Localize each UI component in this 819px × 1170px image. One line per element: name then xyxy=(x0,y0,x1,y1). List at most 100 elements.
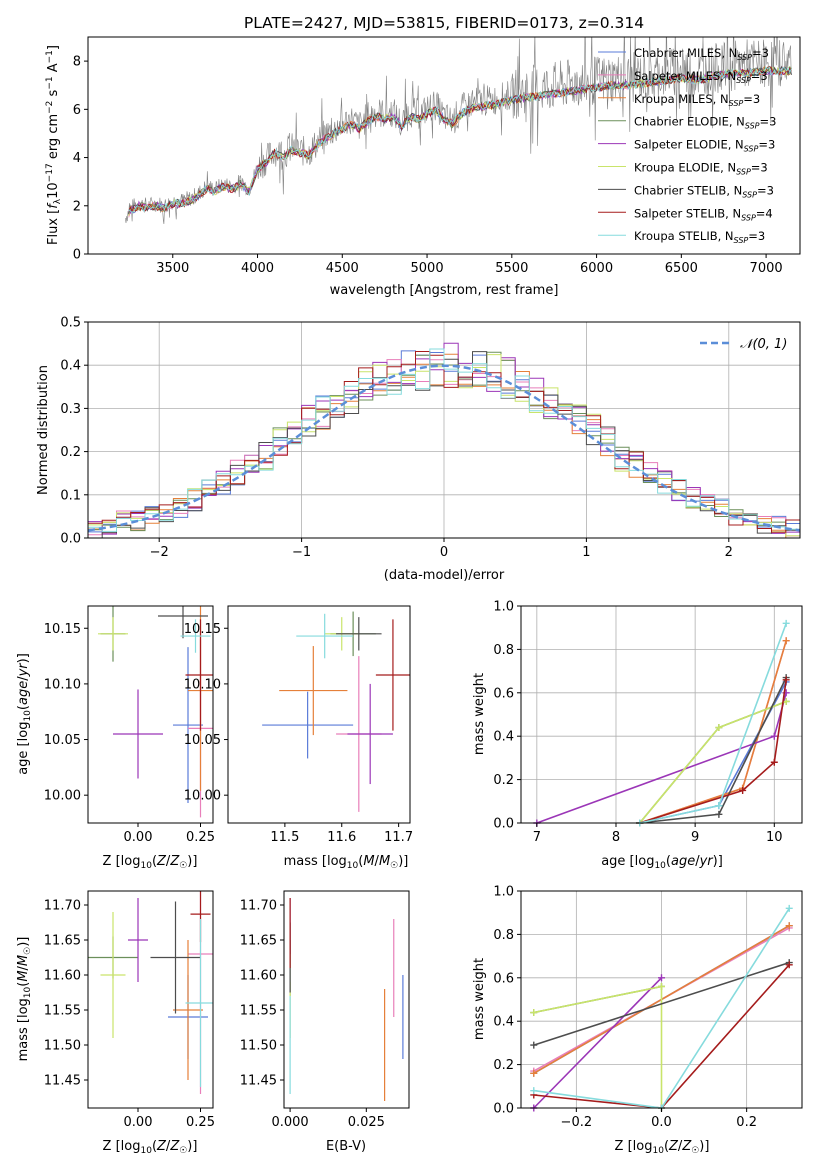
mass-vs-metallicity-xtick-label: 0.00 xyxy=(124,1115,153,1130)
mass-weight-vs-age-xtick-label: 7 xyxy=(533,830,541,845)
mass-weight-vs-metallicity-xlabel: Z [log10(Z/Z☉)] xyxy=(615,1139,710,1156)
mass-vs-metallicity-errorbar xyxy=(150,901,201,1014)
spectrum-axes: 3500 4000 4500 5000 5500 6000 6500 7000 0 2 4 6 8 xyxy=(73,55,783,276)
age-vs-metallicity-xlabel: Z [log10(Z/Z☉)] xyxy=(103,854,198,871)
mass-weight-vs-age-xtick-label: 9 xyxy=(691,830,699,845)
age-vs-mass-panel: 11.5 11.6 11.7 10.00 10.05 10.10 10.15 mass [l… xyxy=(184,605,413,871)
spectrum-frame xyxy=(87,36,801,255)
age-vs-mass-xlabel: mass [log10(M/M☉)] xyxy=(284,854,409,871)
spectrum-xtick-label: 3500 xyxy=(156,261,189,276)
mass-weight-vs-metallicity-marker xyxy=(530,1069,538,1077)
mass-weight-vs-age-xtick-label: 10 xyxy=(766,830,783,845)
residual-histogram xyxy=(88,348,800,532)
residuals-xtick-label: −1 xyxy=(292,545,311,560)
mass-weight-vs-age-marker xyxy=(770,732,778,740)
mass-weight-vs-age-ytick-label: 0.2 xyxy=(493,773,514,788)
mass-vs-metallicity-ytick-label: 11.65 xyxy=(44,934,81,949)
mass-weight-vs-age-panel: 7 8 9 10 0.0 0.2 0.4 0.6 0.8 1.0 age [log10(age/y… xyxy=(472,600,803,871)
mass-vs-metallicity-ytick-label: 11.55 xyxy=(44,1004,81,1019)
mass-weight-vs-age-marker xyxy=(715,802,723,810)
spectrum-legend-label: Chabrier STELIB, NSSP=3 xyxy=(634,183,774,199)
residuals-ylabel: Normed distribution xyxy=(36,365,51,495)
age-vs-metallicity-xtick-label: 0.25 xyxy=(186,830,215,845)
age-vs-mass-axes: 11.5 11.6 11.7 10.00 10.05 10.10 10.15 xyxy=(184,622,413,845)
spectrum-legend-label: Chabrier MILES, NSSP=3 xyxy=(634,46,769,62)
mass-vs-ebv-ytick-label: 11.55 xyxy=(240,1004,277,1019)
mass-weight-vs-metallicity-marker xyxy=(530,1009,538,1017)
mass-vs-ebv-xtick-label: 0.025 xyxy=(348,1115,385,1130)
mass-weight-vs-age-ylabel: mass weight xyxy=(472,673,487,755)
mass-weight-vs-age-ytick-label: 1.0 xyxy=(493,600,514,615)
mass-vs-metallicity-points xyxy=(88,891,213,1094)
mass-weight-vs-age-marker xyxy=(770,758,778,766)
mass-vs-metallicity-ytick-label: 11.70 xyxy=(44,899,81,914)
residuals-ytick-label: 0.0 xyxy=(60,532,81,547)
age-vs-metallicity-errorbar xyxy=(180,619,211,653)
mass-weight-vs-age-ytick-label: 0.8 xyxy=(493,643,514,658)
spectrum-xtick-label: 5000 xyxy=(411,261,444,276)
mass-weight-vs-age-line xyxy=(639,700,787,824)
spectrum-ytick-label: 0 xyxy=(73,248,81,263)
mass-vs-metallicity-errorbar xyxy=(173,940,203,1080)
spectrum-ytick-label: 8 xyxy=(73,55,81,70)
figure-title: PLATE=2427, MJD=53815, FIBERID=0173, z=0… xyxy=(244,14,644,32)
spectrum-legend-label: Kroupa ELODIE, NSSP=3 xyxy=(634,161,768,177)
age-vs-mass-errorbar xyxy=(347,683,393,785)
residuals-xtick-label: −2 xyxy=(150,545,169,560)
mass-vs-metallicity-ytick-label: 11.45 xyxy=(44,1074,81,1089)
mass-weight-vs-age-marker xyxy=(782,619,790,627)
mass-weight-vs-metallicity-line xyxy=(533,985,663,1108)
residuals-xtick-label: 2 xyxy=(725,545,733,560)
residuals-panel: −2 −1 0 1 2 0.0 0.1 0.2 0.3 0.4 0.5 (data-model)/e… xyxy=(36,316,801,583)
mass-vs-ebv-ytick-label: 11.60 xyxy=(240,969,277,984)
mass-vs-metallicity-ytick-label: 11.60 xyxy=(44,969,81,984)
mass-vs-ebv-frame xyxy=(283,890,410,1109)
mass-vs-metallicity-errorbar xyxy=(128,898,148,982)
age-vs-metallicity-ytick-label: 10.05 xyxy=(44,733,81,748)
age-vs-mass-ytick-label: 10.05 xyxy=(184,733,221,748)
age-vs-metallicity-errorbar xyxy=(173,647,203,803)
spectrum-ylabel: Flux [fλ10−17 erg cm−2 s−1 A−1] xyxy=(45,45,63,245)
mass-weight-vs-age-lines xyxy=(533,619,790,827)
age-vs-mass-xtick-label: 11.5 xyxy=(270,830,299,845)
mass-weight-vs-age-marker xyxy=(739,786,747,794)
mass-vs-metallicity-frame xyxy=(87,890,214,1109)
age-vs-metallicity-points xyxy=(98,606,213,818)
age-vs-mass-ytick-label: 10.00 xyxy=(184,789,221,804)
residuals-ytick-label: 0.5 xyxy=(60,316,81,331)
spectrum-xtick-label: 4000 xyxy=(241,261,274,276)
mass-weight-vs-age-marker xyxy=(782,637,790,645)
mass-weight-vs-metallicity-ytick-label: 0.0 xyxy=(493,1102,514,1117)
spectrum-curves xyxy=(125,37,792,225)
mass-weight-vs-age-ytick-label: 0.6 xyxy=(493,686,514,701)
mass-vs-metallicity-errorbar xyxy=(185,919,213,1087)
residuals-xlabel: (data-model)/error xyxy=(384,568,505,583)
age-vs-metallicity-frame xyxy=(87,605,214,824)
mass-vs-ebv-axes: 0.000 0.025 11.45 11.50 11.55 11.60 11.65 11.70 xyxy=(240,899,385,1131)
mass-vs-ebv-ytick-label: 11.65 xyxy=(240,934,277,949)
mass-vs-ebv-points xyxy=(289,898,404,1101)
mass-weight-vs-metallicity-marker xyxy=(658,982,665,990)
age-vs-mass-frame xyxy=(227,605,411,824)
mass-weight-vs-metallicity-line xyxy=(533,977,663,1109)
mass-vs-metallicity-xlabel: Z [log10(Z/Z☉)] xyxy=(103,1139,198,1156)
mass-weight-vs-metallicity-xtick-label: 0.0 xyxy=(651,1115,672,1130)
residuals-xtick-label: 0 xyxy=(440,545,448,560)
mass-weight-vs-age-line xyxy=(639,679,787,824)
age-vs-mass-ytick-label: 10.10 xyxy=(184,677,221,692)
mass-weight-vs-age-ytick-label: 0.0 xyxy=(493,817,514,832)
mass-weight-vs-age-ytick-label: 0.4 xyxy=(493,730,514,745)
mass-vs-metallicity-ytick-label: 11.50 xyxy=(44,1039,81,1054)
residuals-xtick-label: 1 xyxy=(582,545,590,560)
spectrum-ytick-label: 2 xyxy=(73,199,81,214)
mass-weight-vs-metallicity-xtick-label: −0.2 xyxy=(561,1115,593,1130)
age-vs-metallicity-ytick-label: 10.10 xyxy=(44,677,81,692)
mass-weight-vs-age-line xyxy=(639,700,787,824)
age-vs-metallicity-errorbar xyxy=(185,619,213,731)
age-vs-mass-errorbar xyxy=(279,646,348,736)
age-vs-metallicity-ylabel: age [log10(age/yr)] xyxy=(16,653,33,775)
mass-vs-ebv-ytick-label: 11.50 xyxy=(240,1039,277,1054)
mass-weight-vs-age-axes: 7 8 9 10 0.0 0.2 0.4 0.6 0.8 1.0 xyxy=(493,600,782,846)
age-vs-mass-errorbar xyxy=(296,613,354,659)
